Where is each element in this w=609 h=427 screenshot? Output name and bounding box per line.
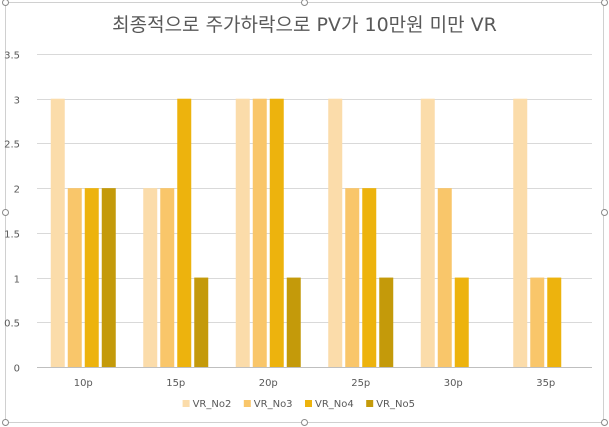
bar-vr-no3-15p[interactable]	[160, 188, 175, 367]
bar-vr-no4-20p[interactable]	[269, 98, 284, 367]
gridlines	[37, 54, 592, 368]
bar-vr-no4-10p[interactable]	[84, 188, 99, 367]
bar-vr-no4-15p[interactable]	[177, 98, 192, 367]
bar-vr-no4-35p[interactable]	[547, 277, 562, 367]
x-axis-tick-labels: 10p 15p 20p 25p 30p 35p	[74, 378, 556, 389]
chart-title[interactable]: 최종적으로 주가하락으로 PV가 10만원 미만 VR	[112, 14, 497, 36]
resize-handle-top-center[interactable]	[301, 0, 308, 6]
legend-swatch	[366, 400, 374, 407]
resize-handle-bottom-center[interactable]	[301, 419, 308, 426]
resize-handle-top-left[interactable]	[2, 0, 9, 6]
legend-label: VR_No2	[193, 399, 232, 410]
bar-vr-no4-30p[interactable]	[454, 277, 469, 367]
x-tick-label: 25p	[351, 378, 370, 389]
bar-series	[50, 98, 562, 367]
y-tick-label: 3	[14, 96, 20, 107]
y-tick-label: 1	[14, 275, 20, 286]
legend-item-vr-no5[interactable]: VR_No5	[366, 399, 415, 410]
bar-vr-no3-25p[interactable]	[345, 188, 360, 367]
resize-handle-middle-right[interactable]	[601, 209, 608, 216]
bar-vr-no5-20p[interactable]	[286, 277, 301, 367]
resize-handle-middle-left[interactable]	[2, 209, 9, 216]
x-tick-label: 20p	[259, 378, 278, 389]
bar-vr-no3-35p[interactable]	[530, 277, 545, 367]
bar-vr-no3-20p[interactable]	[252, 98, 267, 367]
y-tick-label: 2.5	[4, 140, 20, 151]
resize-handle-top-right[interactable]	[601, 0, 608, 6]
legend-item-vr-no2[interactable]: VR_No2	[182, 399, 232, 410]
x-tick-label: 35p	[536, 378, 555, 389]
bar-vr-no3-30p[interactable]	[437, 188, 452, 367]
legend-item-vr-no3[interactable]: VR_No3	[243, 399, 293, 410]
bar-vr-no2-35p[interactable]	[513, 98, 528, 367]
legend-label: VR_No3	[254, 399, 293, 410]
legend-label: VR_No5	[376, 399, 415, 410]
x-tick-label: 10p	[74, 378, 93, 389]
y-tick-label: 0	[14, 364, 20, 375]
resize-handle-bottom-right[interactable]	[601, 419, 608, 426]
legend-swatch	[305, 400, 312, 407]
y-tick-label: 3.5	[4, 51, 20, 62]
bar-vr-no4-25p[interactable]	[362, 188, 377, 367]
y-axis-tick-labels: 0 0.5 1 1.5 2 2.5 3 3.5	[4, 51, 20, 375]
legend-swatch	[243, 400, 251, 407]
bar-vr-no5-25p[interactable]	[379, 277, 394, 367]
y-tick-label: 1.5	[4, 230, 20, 241]
bar-vr-no2-25p[interactable]	[328, 98, 343, 367]
x-tick-label: 15p	[166, 378, 185, 389]
bar-vr-no2-15p[interactable]	[143, 188, 158, 367]
y-tick-label: 0.5	[4, 319, 20, 330]
bar-vr-no3-10p[interactable]	[67, 188, 82, 367]
resize-handle-bottom-left[interactable]	[2, 419, 9, 426]
bar-vr-no2-10p[interactable]	[50, 98, 65, 367]
y-tick-label: 2	[14, 185, 20, 196]
bar-vr-no2-30p[interactable]	[420, 98, 435, 367]
bar-vr-no2-20p[interactable]	[235, 98, 250, 367]
legend-label: VR_No4	[315, 399, 354, 410]
bar-vr-no5-15p[interactable]	[194, 277, 209, 367]
legend[interactable]: VR_No2 VR_No3 VR_No4 VR_No5	[182, 399, 415, 410]
legend-swatch	[182, 400, 190, 407]
x-tick-label: 30p	[444, 378, 463, 389]
legend-item-vr-no4[interactable]: VR_No4	[305, 399, 354, 410]
bar-vr-no5-10p[interactable]	[101, 188, 116, 367]
